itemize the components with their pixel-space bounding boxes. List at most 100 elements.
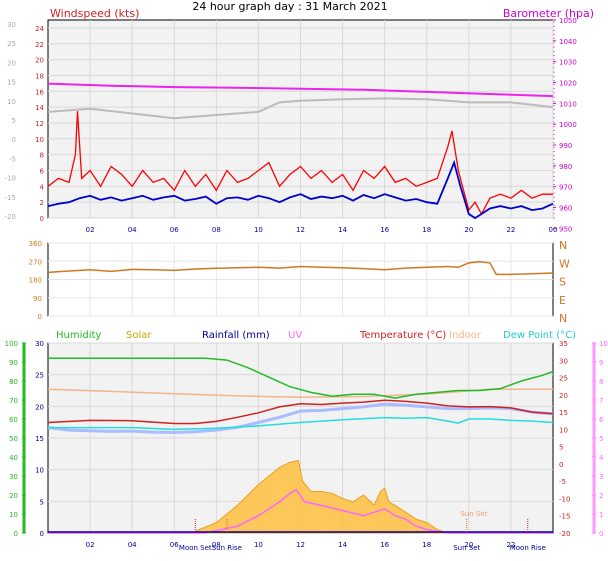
panel1-x-tick-label: 14 [338,226,347,234]
humidity-tick-label: 40 [9,454,18,462]
event-label: Moon Set [179,544,212,552]
panel3-x-tick-label: 16 [380,541,389,549]
baro-tick-label: 980 [559,163,572,171]
compass-label: S [559,276,566,289]
baro-tick-label: 1010 [559,100,577,108]
legend-item: Solar [126,330,152,341]
panel3-x-tick-label: 14 [338,541,347,549]
wind-outer-tick-label: 15 [7,79,16,87]
panel1-x-tick-label: 16 [380,226,389,234]
event-label: Sun Set [453,544,480,552]
wind-outer-tick-label: -5 [9,155,16,163]
panel1-x-tick-label: 20 [464,226,473,234]
panel1-x-tick-label: 08 [212,226,221,234]
panel3-series [47,357,554,534]
temp-tick-label: 25 [559,375,568,383]
rain-tick-label: 5 [40,498,44,506]
legend-item: Humidity [56,330,101,341]
uv-tick-label: 4 [599,454,604,462]
wind-tick-label: 24 [35,25,44,33]
baro-tick-label: 1030 [559,59,577,67]
wind-axis-title: Windspeed (kts) [50,7,139,20]
temp-humidity-panel: 3025201510501009080706050403020100353025… [5,330,608,552]
temp-tick-label: -20 [559,530,570,538]
series-humidity [48,357,554,399]
temp-tick-label: -10 [559,495,570,503]
series-wind-avg [47,159,554,220]
panel3-x-tick-label: 18 [422,541,431,549]
temp-tick-label: 30 [559,357,568,365]
uv-tick-label: 5 [599,435,603,443]
humidity-tick-label: 90 [9,359,18,367]
panel3-x-tick-label: 06 [170,541,179,549]
wind-outer-tick-label: -15 [5,194,16,202]
temp-tick-label: -15 [559,513,570,521]
event-label: Moon Rise [510,544,546,552]
uv-tick-label: 1 [599,511,603,519]
panel1-series [47,82,554,220]
uv-tick-label: 9 [599,359,603,367]
rain-tick-label: 25 [35,372,44,380]
humidity-tick-label: 10 [9,511,18,519]
wind-outer-tick-label: 10 [7,98,16,106]
wind-tick-label: 8 [40,152,44,160]
temp-tick-label: 5 [559,444,563,452]
direction-tick-label: 180 [29,277,42,285]
series-grey-trace [47,97,554,120]
panel1-x-tick-label: 12 [296,226,305,234]
wind-outer-tick-label: 25 [7,40,16,48]
series-wind-direction [47,260,554,276]
wind-outer-tick-label: -20 [5,213,16,221]
wind-tick-label: 2 [40,199,44,207]
legend-item: Dew Point (°C) [503,330,576,341]
series-wind-gust [47,111,553,216]
panel3-x-tick-label: 08 [212,541,221,549]
compass-label: W [559,257,570,270]
wind-tick-label: 22 [35,41,44,49]
uv-tick-label: 2 [599,492,603,500]
direction-tick-label: 270 [29,258,42,266]
wind-barometer-panel: Windspeed (kts) Barometer (hpa) 24222018… [5,7,594,234]
legend-item: Temperature (°C) [359,330,446,341]
wind-tick-label: 6 [40,167,45,175]
wind-outer-tick-label: 30 [7,21,16,29]
temp-tick-label: 10 [559,426,568,434]
wind-tick-label: 4 [40,183,45,191]
panel3-x-tick-label: 02 [86,541,95,549]
panel3-x-tick-label: 12 [296,541,305,549]
humidity-tick-label: 100 [5,340,18,348]
humidity-tick-label: 60 [9,416,18,424]
panel1-x-tick-label: 04 [128,226,137,234]
compass-label: N [559,239,567,252]
humidity-tick-label: 50 [9,435,18,443]
rain-tick-label: 0 [40,530,44,538]
series-barometer [47,82,554,98]
direction-tick-label: 360 [29,240,42,248]
panel3-x-tick-label: 20 [464,541,473,549]
wind-outer-tick-label: -10 [5,175,16,183]
temp-tick-label: 35 [559,340,568,348]
direction-tick-label: 90 [33,295,42,303]
panel3-legend: Humidity Solar Rainfall (mm) UV Temperature … [56,330,576,341]
wind-outer-tick-label: 5 [12,117,16,125]
panel1-grid [48,20,554,219]
compass-label: E [559,294,566,307]
panel1-x-tick-label: 18 [422,226,431,234]
legend-item: Rainfall (mm) [202,330,270,341]
panel3-x-tick-label: 04 [128,541,137,549]
temp-tick-label: 0 [559,461,563,469]
event-label: Sun Rise [212,544,242,552]
compass-label: N [559,312,567,325]
rain-tick-label: 20 [35,403,44,411]
panel1-x-tick-label: 10 [254,226,263,234]
humidity-tick-label: 30 [9,473,18,481]
uv-tick-label: 10 [599,340,608,348]
humidity-tick-label: 0 [14,530,18,538]
baro-tick-label: 960 [559,205,572,213]
baro-tick-label: 1050 [559,17,577,25]
uv-tick-label: 3 [599,473,603,481]
